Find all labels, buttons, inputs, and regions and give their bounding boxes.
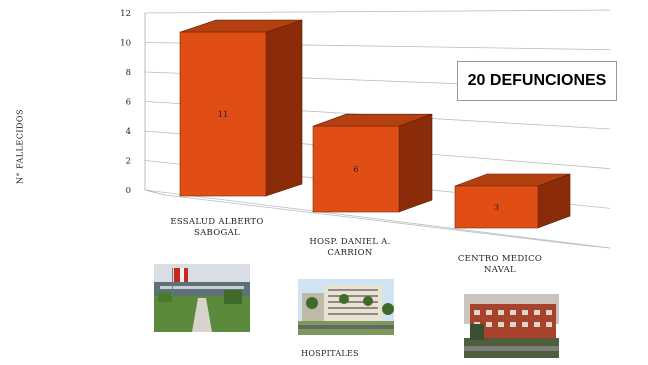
- gridline: [144, 9, 611, 14]
- y-tick-label: 4: [126, 127, 131, 137]
- floor-front-line: [164, 194, 581, 246]
- category-label-essalud: ESSALUD ALBERTO SABOGAL: [157, 217, 277, 239]
- carrion-hospital-photo: [298, 279, 394, 335]
- category-label-line: CARRION: [327, 248, 373, 258]
- y-tick-label: 2: [126, 157, 131, 167]
- category-label-line: CENTRO MEDICO: [457, 254, 543, 264]
- y-axis-title: N° FALLECIDOS: [10, 90, 25, 210]
- category-label-line: ESSALUD ALBERTO: [170, 217, 264, 227]
- bar-side-face: [265, 19, 303, 197]
- data-label: 11: [218, 110, 229, 120]
- category-label-line: SABOGAL: [193, 228, 240, 238]
- y-tick-label: 12: [120, 9, 131, 19]
- y-tick-label: 10: [120, 39, 131, 49]
- category-label-naval: CENTRO MEDICO NAVAL: [440, 254, 560, 276]
- bar: [179, 31, 267, 197]
- bar-side-face: [398, 113, 433, 213]
- bar: [312, 125, 400, 213]
- data-label: 6: [353, 165, 358, 175]
- category-label-line: NAVAL: [484, 265, 516, 275]
- essalud-hospital-photo: [154, 264, 250, 332]
- bar: [454, 185, 539, 229]
- floor-right-edge: [579, 244, 611, 249]
- gridline: [144, 189, 611, 249]
- y-tick-label: 8: [126, 68, 131, 78]
- naval-hospital-photo: [464, 294, 559, 358]
- y-tick-label: 6: [126, 98, 131, 108]
- category-label-carrion: HOSP. DANIEL A. CARRION: [290, 237, 410, 259]
- y-axis-title-text: N° FALLECIDOS: [15, 109, 25, 184]
- total-deaths-annotation: 20 DEFUNCIONES: [457, 61, 617, 101]
- data-label: 3: [494, 203, 499, 213]
- floor-edge: [144, 189, 166, 196]
- y-tick-label: 0: [126, 186, 131, 196]
- category-label-line: HOSP. DANIEL A.: [309, 237, 391, 247]
- x-axis-title: HOSPITALES: [301, 349, 359, 358]
